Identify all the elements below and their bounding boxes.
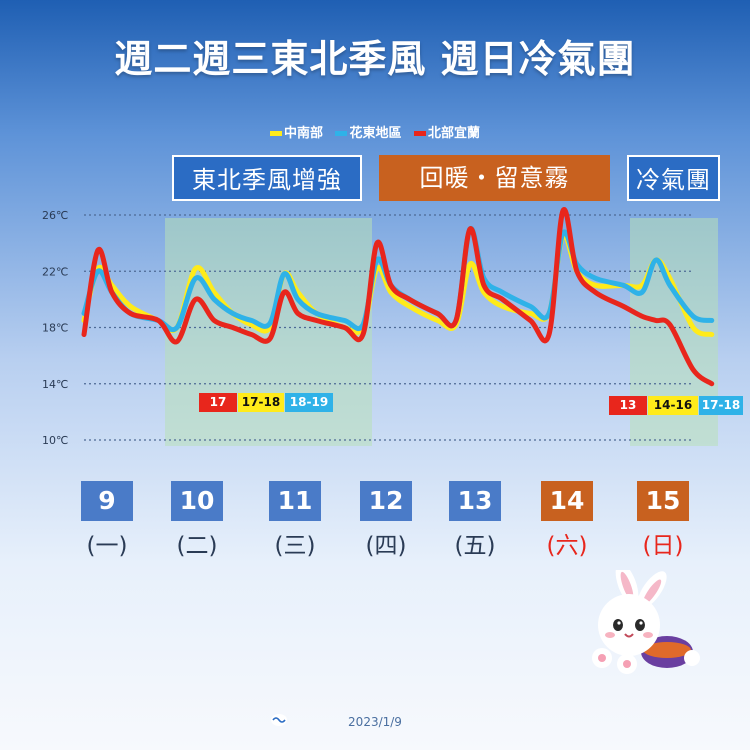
weekday-label-mon: (一) bbox=[86, 533, 128, 559]
legend-label: 中南部 bbox=[283, 126, 323, 141]
y-tick-label: 10℃ bbox=[42, 434, 68, 447]
legend-label: 花東地區 bbox=[349, 126, 402, 141]
weekday-label-thu: (四) bbox=[365, 533, 407, 559]
weekday-label-sat: (六) bbox=[546, 533, 588, 559]
range-north-sun: 13 bbox=[609, 396, 647, 415]
range-east-sun: 17-18 bbox=[699, 396, 743, 415]
day-number-9: 9 bbox=[81, 481, 133, 521]
page-title: 週二週三東北季風 週日冷氣團 bbox=[114, 37, 636, 81]
legend-label: 北部宜蘭 bbox=[428, 126, 481, 141]
range-south-sun: 14-16 bbox=[648, 396, 698, 415]
weekday-label-fri: (五) bbox=[454, 533, 496, 559]
day-number-12: 12 bbox=[360, 481, 412, 521]
y-tick-label: 26℃ bbox=[42, 209, 68, 222]
weekday-label-wed: (三) bbox=[274, 533, 316, 559]
legend-swatch-blue bbox=[335, 131, 348, 136]
weekday-label-tue: (二) bbox=[176, 533, 218, 559]
range-south-tue: 17-18 bbox=[238, 393, 284, 412]
series-line-2 bbox=[81, 207, 715, 387]
weekday-label-sun: (日) bbox=[642, 533, 684, 559]
day-number-13: 13 bbox=[449, 481, 501, 521]
banner-cold-air-mass: 冷氣團 bbox=[627, 155, 720, 201]
day-number-11: 11 bbox=[269, 481, 321, 521]
range-east-tue: 18-19 bbox=[285, 393, 333, 412]
legend-swatch-yellow bbox=[269, 131, 282, 136]
rabbit-mascot-icon bbox=[592, 570, 700, 674]
day-number-14: 14 bbox=[541, 481, 593, 521]
range-north-tue: 17 bbox=[199, 393, 237, 412]
banner-northeast-monsoon: 東北季風增強 bbox=[172, 155, 362, 201]
day-number-15: 15 bbox=[637, 481, 689, 521]
banner-warming-fog: 回暖・留意霧 bbox=[379, 155, 610, 201]
legend-item-east: 花東地區 bbox=[335, 122, 402, 141]
y-tick-label: 22℃ bbox=[42, 265, 68, 278]
series-line-0 bbox=[81, 232, 715, 338]
legend-swatch-red bbox=[414, 131, 427, 136]
date-footer: 2023/1/9 bbox=[348, 715, 402, 729]
day-number-10: 10 bbox=[171, 481, 223, 521]
y-tick-label: 14℃ bbox=[42, 378, 68, 391]
y-tick-label: 18℃ bbox=[42, 322, 68, 335]
chart-legend: 中南部 花東地區 北部宜蘭 bbox=[0, 122, 750, 141]
legend-item-north: 北部宜蘭 bbox=[414, 122, 480, 141]
legend-item-south: 中南部 bbox=[269, 122, 323, 141]
weather-bureau-logo-icon bbox=[271, 714, 287, 726]
